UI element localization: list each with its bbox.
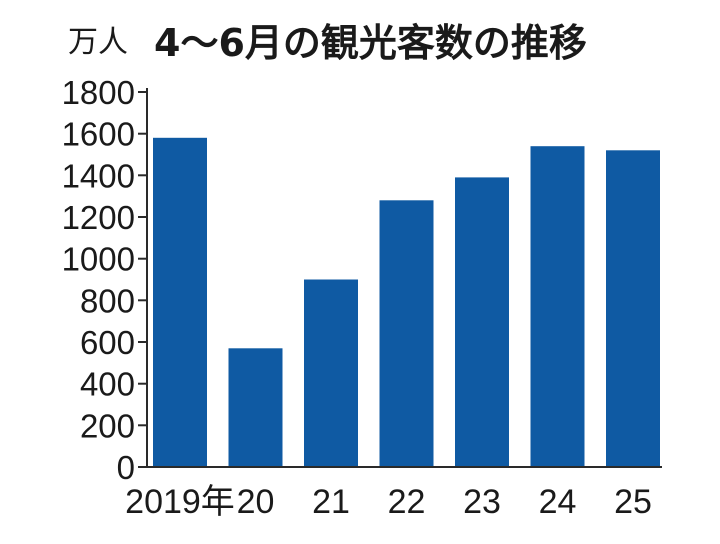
bar-3 (379, 200, 434, 468)
x-tick-label-2: 21 (312, 483, 350, 521)
y-tick-label-4: 800 (80, 282, 135, 319)
bar-0 (153, 137, 207, 468)
bars-group (153, 137, 660, 468)
x-tick-label-3: 22 (388, 483, 426, 521)
x-tick-label-1: 20 (237, 483, 275, 521)
y-tick-label-1: 200 (80, 407, 135, 444)
y-axis: 0 200 400 600 800 1000 1200 1400 1600 1800 (62, 74, 148, 486)
bar-2 (304, 279, 358, 467)
x-axis: 2019年 20 21 22 23 24 25 (125, 466, 662, 521)
bar-6 (606, 150, 660, 468)
bar-4 (455, 177, 509, 467)
x-tick-label-5: 24 (539, 483, 577, 521)
y-tick-label-7: 1400 (62, 157, 135, 194)
y-tick-label-8: 1600 (62, 116, 135, 153)
chart-title: 4〜6月の観光客数の推移 (154, 21, 587, 65)
x-tick-label-6: 25 (614, 483, 652, 521)
y-tick-label-6: 1200 (62, 199, 135, 236)
y-tick-label-3: 600 (80, 324, 135, 361)
y-tick-label-9: 1800 (62, 74, 135, 111)
x-tick-label-4: 23 (463, 483, 501, 521)
x-tick-label-0: 2019年 (125, 483, 235, 521)
y-tick-label-0: 0 (117, 449, 135, 486)
y-tick-label-5: 1000 (62, 241, 135, 278)
y-axis-unit: 万人 (68, 25, 128, 60)
bar-5 (530, 146, 585, 467)
y-tick-label-2: 400 (80, 366, 135, 403)
bar-1 (228, 348, 283, 468)
